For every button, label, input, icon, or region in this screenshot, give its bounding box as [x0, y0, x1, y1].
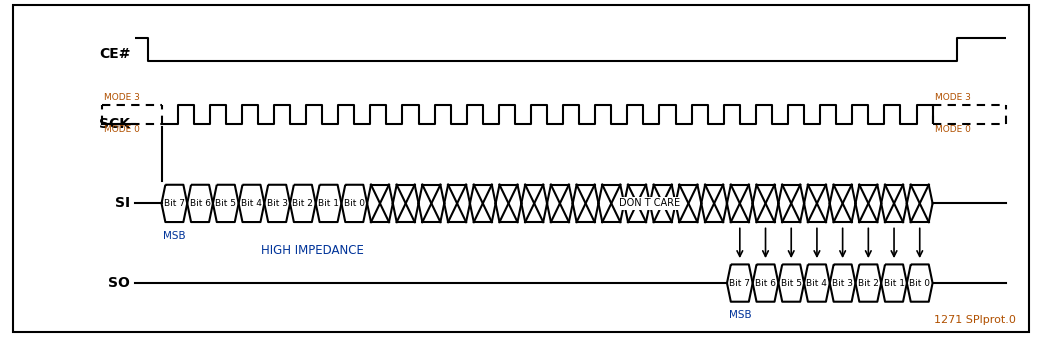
Text: Bit 7: Bit 7	[729, 279, 750, 287]
Text: Bit 6: Bit 6	[755, 279, 776, 287]
Text: Bit 6: Bit 6	[190, 199, 210, 208]
Text: MODE 3: MODE 3	[935, 93, 970, 102]
Text: DON T CARE: DON T CARE	[619, 198, 680, 208]
Text: Bit 1: Bit 1	[884, 279, 904, 287]
Text: SO: SO	[108, 276, 130, 290]
Text: 1271 SPlprot.0: 1271 SPlprot.0	[934, 316, 1016, 325]
Text: MODE 3: MODE 3	[104, 93, 140, 102]
Text: SCK: SCK	[99, 117, 130, 131]
Text: Bit 3: Bit 3	[267, 199, 288, 208]
Text: Bit 3: Bit 3	[833, 279, 853, 287]
Text: Bit 1: Bit 1	[318, 199, 339, 208]
Text: MODE 0: MODE 0	[935, 125, 970, 135]
Text: Bit 2: Bit 2	[293, 199, 314, 208]
Text: MSB: MSB	[728, 310, 751, 320]
Text: Bit 4: Bit 4	[241, 199, 262, 208]
Text: CE#: CE#	[99, 47, 130, 61]
Text: Bit 4: Bit 4	[807, 279, 827, 287]
Text: Bit 7: Bit 7	[164, 199, 184, 208]
Text: Bit 0: Bit 0	[910, 279, 931, 287]
Text: MODE 0: MODE 0	[104, 125, 140, 135]
Text: Bit 0: Bit 0	[344, 199, 365, 208]
Text: Bit 5: Bit 5	[216, 199, 237, 208]
Text: Bit 2: Bit 2	[858, 279, 878, 287]
Text: SI: SI	[115, 196, 130, 211]
Text: HIGH IMPEDANCE: HIGH IMPEDANCE	[262, 243, 364, 257]
Text: MSB: MSB	[163, 231, 185, 240]
Text: Bit 5: Bit 5	[780, 279, 801, 287]
